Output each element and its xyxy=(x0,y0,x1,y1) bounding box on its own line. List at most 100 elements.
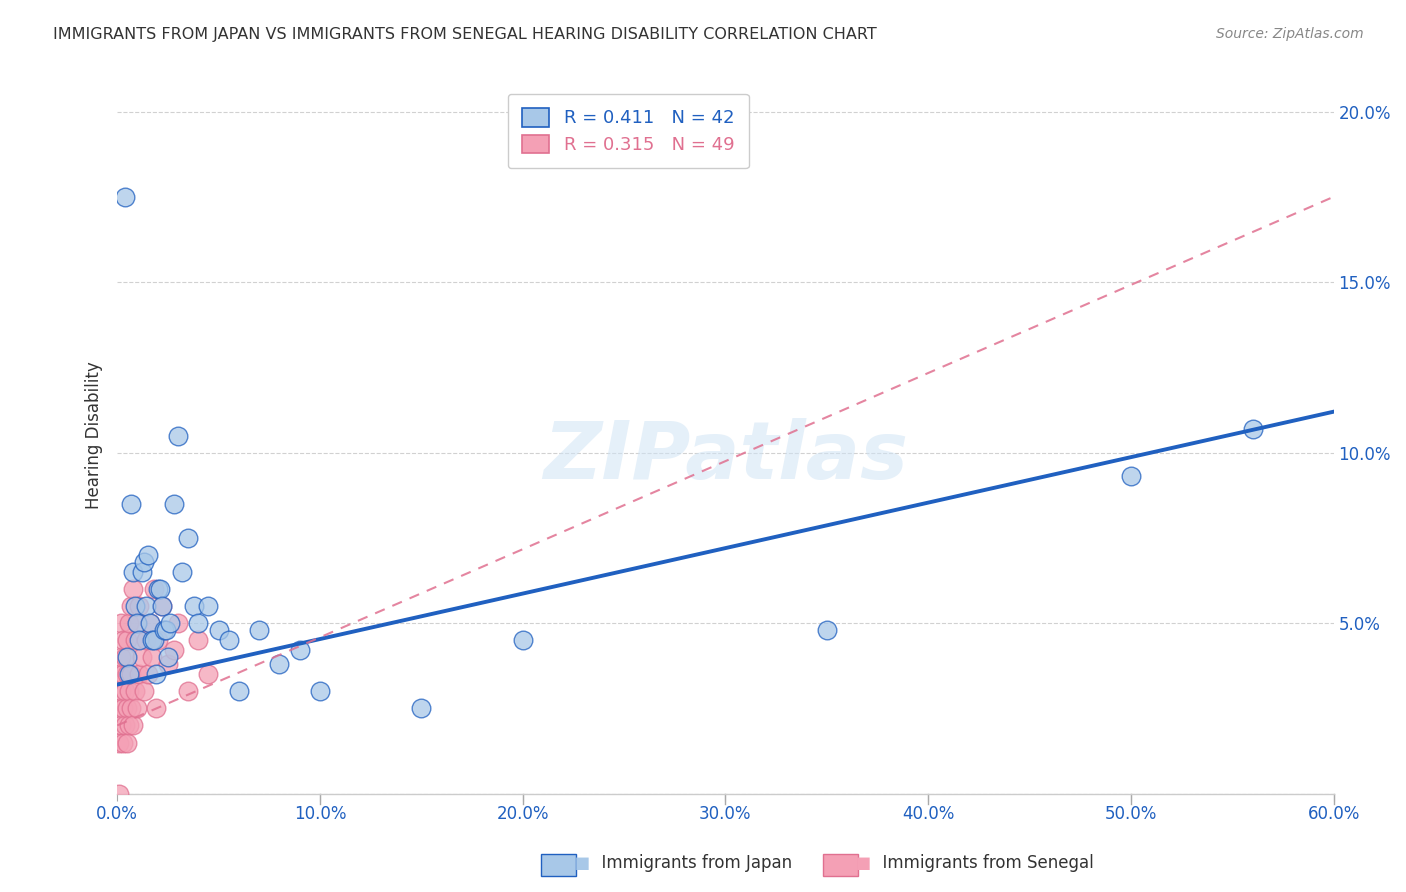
Point xyxy=(247,623,270,637)
Point xyxy=(127,701,149,715)
Point xyxy=(120,497,142,511)
Point xyxy=(309,684,332,698)
Point xyxy=(131,565,153,579)
Point xyxy=(177,684,200,698)
Point xyxy=(114,718,136,732)
Point xyxy=(177,531,200,545)
Point xyxy=(118,616,141,631)
Point xyxy=(138,616,160,631)
Point xyxy=(127,616,149,631)
Point xyxy=(136,667,159,681)
Point xyxy=(132,555,155,569)
Point xyxy=(117,650,139,665)
Point xyxy=(110,684,132,698)
Point xyxy=(141,633,163,648)
Point xyxy=(1119,469,1142,483)
Point xyxy=(122,582,145,596)
Text: Immigrants from Senegal: Immigrants from Senegal xyxy=(872,855,1094,872)
Point xyxy=(183,599,205,613)
Point xyxy=(108,787,131,801)
Point xyxy=(163,497,186,511)
Point xyxy=(132,684,155,698)
Point xyxy=(128,667,150,681)
Point xyxy=(187,633,209,648)
Text: Immigrants from Japan: Immigrants from Japan xyxy=(591,855,792,872)
Point xyxy=(128,633,150,648)
Point xyxy=(118,667,141,681)
Point xyxy=(156,650,179,665)
Point xyxy=(110,650,132,665)
Point xyxy=(122,718,145,732)
Point xyxy=(110,718,132,732)
Legend: R = 0.411   N = 42, R = 0.315   N = 49: R = 0.411 N = 42, R = 0.315 N = 49 xyxy=(508,94,748,169)
Point xyxy=(117,667,139,681)
Point xyxy=(127,616,149,631)
Point xyxy=(411,701,433,715)
Point xyxy=(120,701,142,715)
Point xyxy=(117,701,139,715)
Point xyxy=(136,548,159,562)
Point xyxy=(218,633,240,648)
Point xyxy=(145,701,167,715)
Point xyxy=(207,623,229,637)
Point xyxy=(150,599,173,613)
Text: ▪: ▪ xyxy=(855,852,872,875)
Text: ▪: ▪ xyxy=(574,852,591,875)
Point xyxy=(128,599,150,613)
Point xyxy=(141,650,163,665)
Point xyxy=(512,633,534,648)
Point xyxy=(108,701,131,715)
Point xyxy=(124,599,146,613)
Point xyxy=(146,633,169,648)
Point xyxy=(112,667,135,681)
Point xyxy=(108,735,131,749)
Point xyxy=(110,616,132,631)
Text: IMMIGRANTS FROM JAPAN VS IMMIGRANTS FROM SENEGAL HEARING DISABILITY CORRELATION : IMMIGRANTS FROM JAPAN VS IMMIGRANTS FROM… xyxy=(53,27,877,42)
Point xyxy=(159,616,181,631)
Point xyxy=(114,684,136,698)
Y-axis label: Hearing Disability: Hearing Disability xyxy=(86,361,103,509)
Point xyxy=(114,190,136,204)
Point xyxy=(135,599,157,613)
Point xyxy=(145,667,167,681)
Point xyxy=(163,643,186,657)
Point xyxy=(228,684,250,698)
Point xyxy=(1241,422,1264,436)
Point xyxy=(146,582,169,596)
Text: ZIPatlas: ZIPatlas xyxy=(543,418,908,496)
Point xyxy=(135,633,157,648)
Point xyxy=(120,599,142,613)
Point xyxy=(122,565,145,579)
Point xyxy=(187,616,209,631)
Point xyxy=(150,599,173,613)
Point xyxy=(155,623,177,637)
Point xyxy=(288,643,311,657)
Point xyxy=(197,667,219,681)
Point xyxy=(153,623,176,637)
Point xyxy=(112,735,135,749)
Point xyxy=(167,616,190,631)
Point xyxy=(131,650,153,665)
Point xyxy=(108,667,131,681)
Point xyxy=(112,633,135,648)
Point xyxy=(112,701,135,715)
Point xyxy=(124,684,146,698)
Point xyxy=(269,657,291,671)
Point xyxy=(167,428,190,442)
Point xyxy=(149,582,172,596)
Point xyxy=(138,616,160,631)
Point xyxy=(124,633,146,648)
Point xyxy=(142,582,165,596)
Point xyxy=(170,565,193,579)
Text: Source: ZipAtlas.com: Source: ZipAtlas.com xyxy=(1216,27,1364,41)
Point xyxy=(117,735,139,749)
Point xyxy=(114,650,136,665)
Point xyxy=(156,657,179,671)
Point xyxy=(197,599,219,613)
Point xyxy=(118,718,141,732)
Point xyxy=(117,633,139,648)
Point xyxy=(118,684,141,698)
Point xyxy=(120,667,142,681)
Point xyxy=(815,623,838,637)
Point xyxy=(142,633,165,648)
